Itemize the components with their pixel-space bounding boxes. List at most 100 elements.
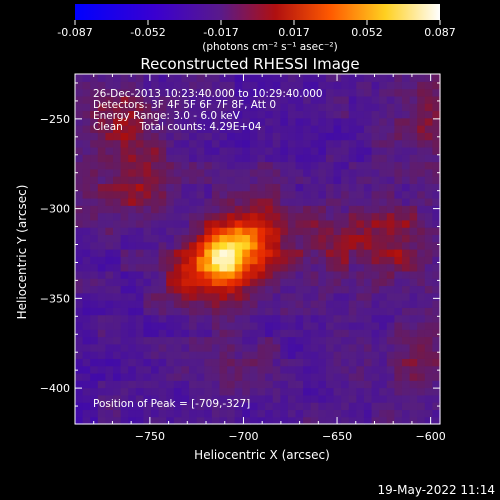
heatmap-cell — [303, 387, 312, 396]
heatmap-cell — [128, 372, 137, 381]
heatmap-cell — [151, 314, 160, 323]
heatmap-cell — [318, 292, 327, 301]
heatmap-cell — [295, 190, 304, 199]
heatmap-cell — [356, 358, 365, 367]
heatmap-cell — [409, 300, 418, 308]
heatmap-cell — [105, 365, 114, 374]
heatmap-cell — [75, 380, 84, 389]
heatmap-cell — [82, 351, 91, 359]
heatmap-cell — [75, 74, 84, 82]
heatmap-cell — [257, 351, 266, 359]
heatmap-cell — [363, 125, 373, 133]
heatmap-cell — [128, 263, 137, 272]
heatmap-cell — [181, 329, 190, 338]
heatmap-cell — [401, 402, 411, 411]
heatmap-cell — [371, 74, 380, 82]
heatmap-cell — [401, 285, 411, 294]
heatmap-cell — [249, 212, 259, 221]
heatmap-cell — [333, 321, 342, 330]
heatmap-cell — [325, 168, 335, 177]
heatmap-cell — [424, 351, 433, 359]
heatmap-cell — [265, 197, 274, 206]
heatmap-cell — [325, 329, 335, 338]
heatmap-cell — [356, 81, 365, 90]
heatmap-cell — [272, 234, 281, 243]
heatmap-cell — [409, 365, 418, 374]
heatmap-cell — [143, 81, 152, 90]
heatmap-cell — [204, 372, 213, 381]
heatmap-cell — [120, 132, 129, 141]
heatmap-cell — [280, 394, 289, 403]
heatmap-cell — [196, 351, 205, 359]
heatmap-cell — [295, 380, 304, 389]
heatmap-cell — [143, 249, 152, 257]
heatmap-cell — [219, 249, 228, 257]
heatmap-cell — [166, 197, 175, 206]
heatmap-cell — [333, 300, 342, 308]
heatmap-cell — [295, 329, 304, 338]
heatmap-cell — [219, 285, 228, 294]
heatmap-cell — [227, 161, 236, 170]
heatmap-cell — [75, 146, 84, 155]
heatmap-cell — [417, 270, 426, 279]
heatmap-cell — [75, 394, 84, 403]
heatmap-cell — [242, 358, 251, 367]
heatmap-cell — [90, 125, 99, 133]
heatmap-cell — [371, 409, 380, 418]
heatmap-cell — [166, 154, 175, 163]
heatmap-cell — [401, 132, 411, 141]
heatmap-cell — [280, 139, 289, 148]
heatmap-cell — [82, 88, 91, 97]
heatmap-cell — [379, 205, 388, 214]
heatmap-cell — [379, 409, 388, 418]
heatmap-cell — [90, 219, 99, 228]
heatmap-cell — [211, 95, 221, 104]
heatmap-cell — [424, 190, 433, 199]
heatmap-cell — [105, 321, 114, 330]
heatmap-cell — [341, 146, 350, 155]
heatmap-cell — [417, 219, 426, 228]
heatmap-cell — [128, 227, 137, 236]
heatmap-cell — [409, 95, 418, 104]
heatmap-cell — [409, 263, 418, 272]
heatmap-cell — [113, 234, 122, 243]
heatmap-cell — [424, 154, 433, 163]
heatmap-cell — [135, 336, 145, 345]
heatmap-cell — [363, 74, 373, 82]
heatmap-cell — [356, 176, 365, 184]
heatmap-cell — [173, 402, 183, 411]
heatmap-cell — [90, 227, 99, 236]
heatmap-cell — [401, 343, 411, 352]
heatmap-cell — [242, 372, 251, 381]
heatmap-cell — [151, 241, 160, 250]
heatmap-cell — [401, 365, 411, 374]
heatmap-cell — [211, 110, 221, 119]
heatmap-cell — [341, 321, 350, 330]
heatmap-cell — [257, 110, 266, 119]
heatmap-cell — [303, 249, 312, 257]
heatmap-cell — [173, 321, 183, 330]
heatmap-cell — [120, 249, 129, 257]
heatmap-cell — [318, 380, 327, 389]
heatmap-cell — [432, 168, 441, 177]
heatmap-cell — [265, 394, 274, 403]
heatmap-cell — [432, 292, 441, 301]
heatmap-cell — [333, 161, 342, 170]
heatmap-cell — [82, 212, 91, 221]
heatmap-cell — [318, 314, 327, 323]
heatmap-cell — [363, 132, 373, 141]
heatmap-cell — [143, 358, 152, 367]
heatmap-cell — [211, 117, 221, 126]
heatmap-cell — [143, 205, 152, 214]
heatmap-cell — [348, 300, 357, 308]
heatmap-cell — [249, 125, 259, 133]
heatmap-cell — [303, 139, 312, 148]
heatmap-cell — [219, 168, 228, 177]
heatmap-cell — [151, 176, 160, 184]
heatmap-cell — [120, 292, 129, 301]
heatmap-cell — [424, 161, 433, 170]
heatmap-cell — [348, 278, 357, 287]
heatmap-cell — [356, 285, 365, 294]
heatmap-cell — [310, 249, 319, 257]
heatmap-cell — [356, 183, 365, 192]
